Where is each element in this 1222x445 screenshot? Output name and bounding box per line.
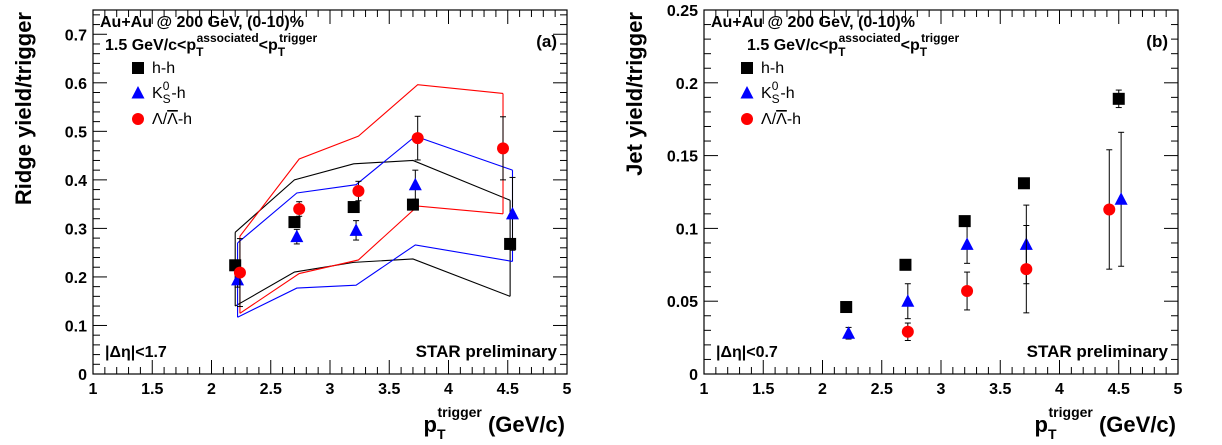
star-preliminary-label: STAR preliminary	[1027, 342, 1169, 361]
header-pt-range: 1.5 GeV/c<pTassociated<pTtrigger	[747, 31, 959, 59]
y-tick-label: 0.6	[65, 76, 87, 93]
y-tick-label: 0.1	[676, 221, 698, 238]
systematic-band-upper-2	[239, 84, 504, 237]
data-point-series-1	[349, 223, 363, 236]
x-tick-label: 4.5	[1108, 381, 1130, 398]
panel-label: (b)	[1146, 32, 1168, 51]
panel-label: (a)	[536, 32, 557, 51]
x-tick-label: 3.5	[989, 381, 1011, 398]
systematic-band-lower-2	[239, 205, 504, 314]
data-point-series-0	[347, 201, 360, 214]
data-point-series-1	[901, 294, 915, 307]
x-tick-label: 2	[818, 381, 827, 398]
x-tick-label: 1	[700, 381, 709, 398]
data-point-series-1	[290, 229, 304, 243]
y-tick-label: 0.7	[65, 27, 87, 44]
data-point-series-2	[293, 202, 306, 215]
y-tick-label: 0.2	[676, 76, 698, 93]
y-tick-label: 0.4	[65, 173, 87, 190]
y-tick-label: 0	[689, 367, 698, 384]
legend-entry-1: KS0 -h	[152, 79, 186, 106]
legend-marker-0	[132, 62, 144, 74]
y-tick-label: 0	[78, 367, 87, 384]
x-tick-label: 3	[937, 381, 946, 398]
data-point-series-0	[1017, 177, 1030, 190]
data-point-series-1	[408, 177, 422, 191]
x-tick-label: 5	[563, 381, 572, 398]
x-tick-label: 4	[444, 381, 453, 398]
data-point-series-1	[505, 206, 519, 220]
x-tick-label: 2.5	[871, 381, 893, 398]
y-tick-label: 0.5	[65, 124, 87, 141]
data-point-series-1	[231, 272, 245, 286]
data-point-series-0	[288, 216, 301, 229]
legend-marker-2	[741, 113, 753, 125]
y-tick-label: 0.1	[65, 318, 87, 335]
systematic-band-upper-0	[234, 159, 511, 233]
data-point-series-0	[958, 215, 971, 228]
x-axis-label: pTtrigger (GeV/c)	[424, 404, 566, 442]
data-point-series-0	[899, 258, 912, 271]
x-tick-label: 1.5	[752, 381, 774, 398]
data-point-series-2	[497, 142, 510, 155]
x-tick-label: 5	[1174, 381, 1183, 398]
x-tick-label: 4	[1055, 381, 1064, 398]
data-point-series-0	[504, 237, 517, 250]
legend-entry-0: h-h	[761, 60, 784, 77]
legend-marker-0	[741, 62, 753, 74]
star-preliminary-label: STAR preliminary	[416, 342, 558, 361]
y-axis-label: Jet yield/trigger	[622, 12, 647, 176]
y-tick-label: 0.25	[667, 3, 698, 20]
data-point-series-1	[842, 326, 856, 339]
header-title: Au+Au @ 200 GeV, (0-10)%	[711, 14, 915, 31]
systematic-band-upper-1	[237, 135, 513, 244]
data-point-series-0	[840, 301, 853, 314]
header-pt-range: 1.5 GeV/c<pTassociated<pTtrigger	[105, 31, 317, 59]
legend-marker-2	[132, 113, 144, 125]
data-point-series-2	[1020, 263, 1033, 276]
data-point-series-1	[960, 237, 974, 250]
y-tick-label: 0.05	[667, 294, 698, 311]
y-tick-label: 0.15	[667, 149, 698, 166]
data-point-series-2	[961, 285, 974, 298]
jet-yield-chart: 0 0.05 0.1 0.15 0.2 0.25 1 1.5 2 2.5 3 3.5 4 4.5 5 Jet …	[622, 3, 1183, 442]
x-tick-label: 3.5	[378, 381, 400, 398]
x-tick-label: 1	[89, 381, 98, 398]
data-point-series-2	[1103, 203, 1116, 216]
y-tick-label: 0.3	[65, 221, 87, 238]
data-point-series-0	[406, 198, 419, 211]
eta-cut-label: |Δη|<1.7	[105, 344, 167, 361]
eta-cut-label: |Δη|<0.7	[716, 344, 778, 361]
ridge-yield-chart: 0 0.1 0.2 0.3 0.4 0.5 0.6 0.7 1 1.5 2 2.5 3 3.5 4 4.5 5 R…	[11, 9, 572, 442]
x-axis-label: pTtrigger (GeV/c)	[1035, 404, 1177, 442]
header-title: Au+Au @ 200 GeV, (0-10)%	[100, 14, 304, 31]
systematic-band-lower-0	[234, 258, 511, 307]
legend-entry-2: Λ/Λ-h	[761, 111, 801, 128]
x-tick-label: 1.5	[141, 381, 163, 398]
systematic-band-lower-1	[237, 244, 513, 318]
x-tick-label: 2	[207, 381, 216, 398]
x-tick-label: 2.5	[260, 381, 282, 398]
y-axis-label: Ridge yield/trigger	[11, 12, 36, 206]
legend-entry-0: h-h	[152, 60, 175, 77]
legend-marker-1	[740, 86, 754, 99]
data-point-series-0	[1112, 92, 1125, 105]
legend-marker-1	[131, 86, 145, 99]
legend-entry-1: KS0 -h	[761, 79, 795, 106]
y-tick-label: 0.2	[65, 270, 87, 287]
data-point-series-2	[411, 132, 424, 145]
data-point-series-2	[233, 266, 246, 279]
legend-entry-2: Λ/Λ-h	[152, 111, 192, 128]
data-point-series-1	[1114, 192, 1128, 205]
x-tick-label: 3	[326, 381, 335, 398]
x-tick-label: 4.5	[497, 381, 519, 398]
data-point-series-2	[901, 325, 914, 338]
data-point-series-2	[352, 185, 365, 198]
